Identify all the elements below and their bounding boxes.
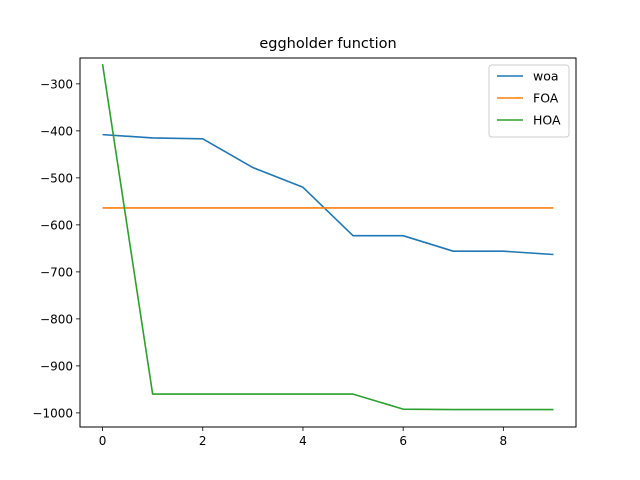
x-tick-label: 0	[99, 434, 107, 448]
y-tick-label: −300	[40, 77, 73, 91]
series-line-woa	[102, 133, 554, 256]
series-line-hoa	[101, 63, 554, 411]
x-tick-label: 6	[399, 434, 407, 448]
plot-frame	[79, 57, 577, 428]
legend-label-foa: FOA	[533, 91, 559, 106]
axes-layer: 0 2 4 6 8 −300 −400 −500 −600 −700 −800 −900 −1000	[32, 77, 507, 448]
y-tick-label: −1000	[32, 406, 73, 420]
chart-title: eggholder function	[259, 36, 396, 52]
series-layer	[101, 63, 554, 411]
x-tick-label: 2	[199, 434, 207, 448]
y-tick-label: −400	[40, 124, 73, 138]
legend-label-woa: woa	[533, 69, 559, 84]
y-tick-label: −700	[40, 265, 73, 279]
y-tick-label: −500	[40, 171, 73, 185]
legend: woa FOA HOA	[488, 64, 570, 138]
y-tick-label: −600	[40, 218, 73, 232]
x-tick-label: 8	[500, 434, 508, 448]
legend-box	[488, 64, 570, 138]
legend-label-hoa: HOA	[533, 113, 561, 128]
y-tick-label: −900	[40, 359, 73, 373]
x-tick-label: 4	[299, 434, 307, 448]
y-tick-label: −800	[40, 312, 73, 326]
